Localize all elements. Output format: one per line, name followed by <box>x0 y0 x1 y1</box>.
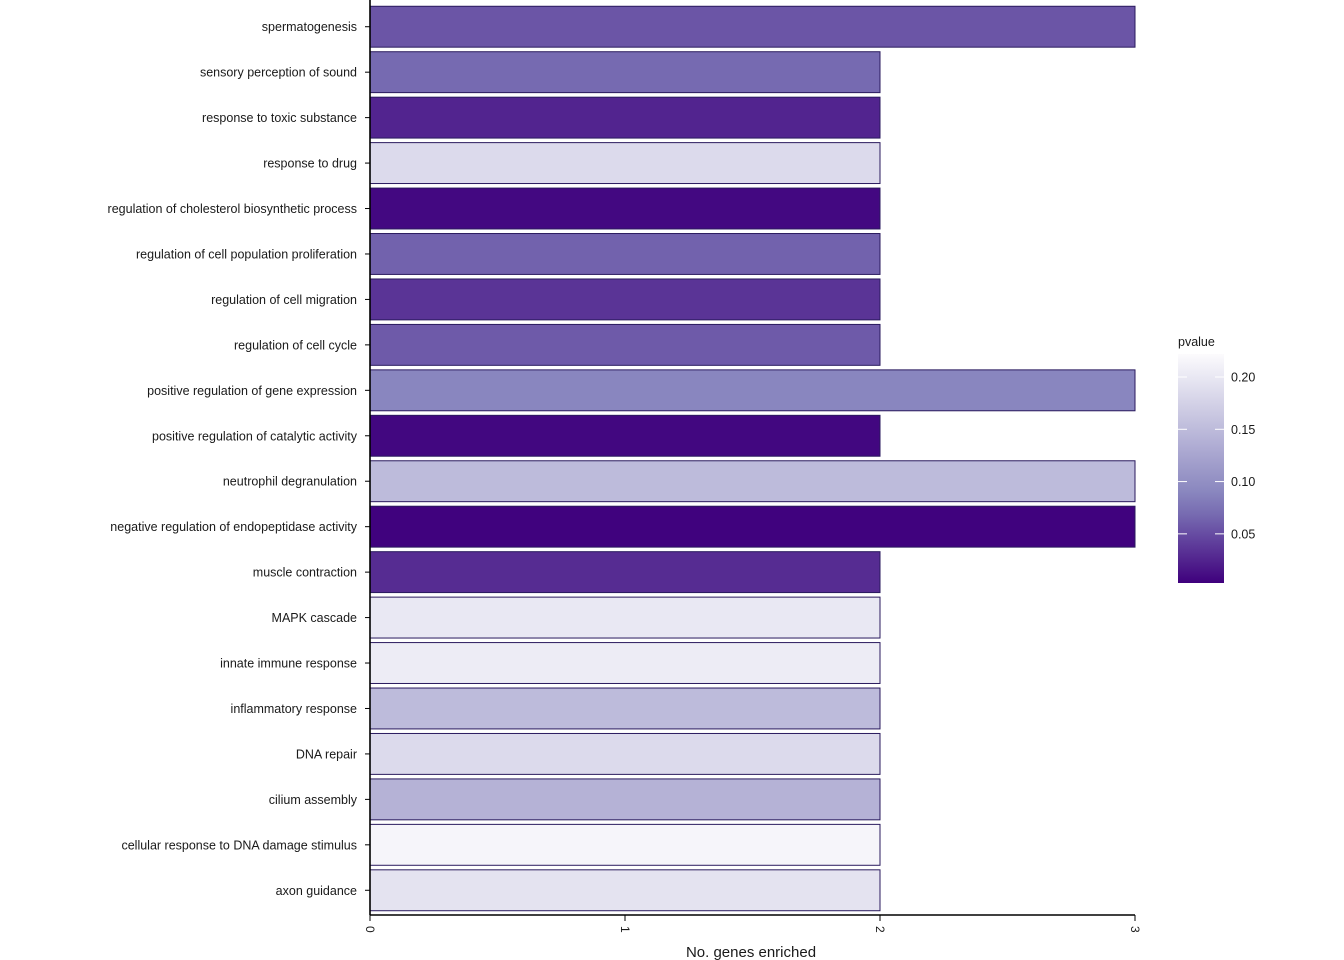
color-legend: pvalue 0.05 0.10 0.15 0.20 <box>1178 335 1255 583</box>
category-label: regulation of cell migration <box>211 293 357 307</box>
category-label: positive regulation of catalytic activit… <box>152 429 358 443</box>
bar <box>369 142 881 185</box>
category-label: sensory perception of sound <box>200 66 357 80</box>
legend-colorbar <box>1178 354 1224 583</box>
legend-tick-label: 0.20 <box>1231 371 1255 385</box>
legend-tick-label: 0.15 <box>1231 423 1255 437</box>
category-label: muscle contraction <box>253 566 357 580</box>
category-label: response to toxic substance <box>202 111 357 125</box>
x-tick-label: 2 <box>873 926 887 933</box>
legend-tick-label: 0.10 <box>1231 475 1255 489</box>
category-label: cellular response to DNA damage stimulus <box>121 838 357 852</box>
category-label: inflammatory response <box>231 702 357 716</box>
bar <box>369 96 881 139</box>
bar <box>369 233 881 275</box>
bar <box>369 414 881 457</box>
x-tick-label: 1 <box>618 926 632 933</box>
bar <box>369 505 1136 548</box>
category-label: cilium assembly <box>269 793 358 807</box>
category-label: regulation of cholesterol biosynthetic p… <box>108 202 357 216</box>
bar <box>369 687 881 730</box>
x-axis-title: No. genes enriched <box>686 944 816 960</box>
bar <box>369 460 1136 503</box>
bar <box>369 732 881 775</box>
category-label: axon guidance <box>276 884 357 898</box>
legend-tick-label: 0.05 <box>1231 527 1255 541</box>
bar <box>369 369 1136 412</box>
category-label: spermatogenesis <box>262 20 357 34</box>
bar <box>369 278 881 321</box>
bar <box>369 869 881 912</box>
category-label: positive regulation of gene expression <box>147 384 357 398</box>
category-label: regulation of cell population proliferat… <box>136 247 357 261</box>
bar <box>369 778 881 821</box>
bar <box>369 823 881 866</box>
category-label: MAPK cascade <box>272 611 358 625</box>
axes: 0 1 2 3 <box>363 0 1142 933</box>
bar <box>369 323 881 366</box>
bar <box>369 596 881 639</box>
category-label: negative regulation of endopeptidase act… <box>110 520 357 534</box>
bar <box>369 5 1136 48</box>
category-label: neutrophil degranulation <box>223 475 357 489</box>
legend-title: pvalue <box>1178 335 1215 349</box>
category-label: DNA repair <box>296 747 357 761</box>
bar <box>369 187 881 230</box>
category-label: regulation of cell cycle <box>234 338 357 352</box>
bar <box>369 551 881 594</box>
category-labels: spermatogenesis sensory perception of sou… <box>108 20 370 898</box>
x-tick-label: 0 <box>363 926 377 933</box>
category-label: innate immune response <box>220 657 357 671</box>
bar <box>369 642 881 684</box>
category-label: response to drug <box>263 157 357 171</box>
x-tick-label: 3 <box>1128 926 1142 933</box>
bars-layer <box>369 5 1136 912</box>
bar <box>369 51 881 94</box>
